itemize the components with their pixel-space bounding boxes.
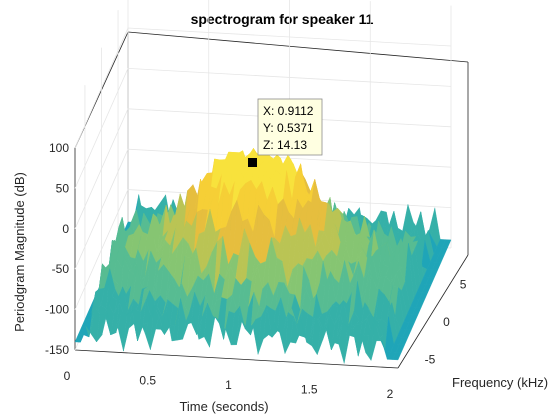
x-tick-label: 1.5 [301, 383, 318, 397]
y-tick-labels: -5 0 5 [425, 278, 467, 367]
x-tick-label: 0 [64, 369, 71, 383]
data-tip-y: Y: 0.5371 [263, 121, 314, 135]
x-tick-label: 2 [387, 387, 394, 401]
y-axis-label: Frequency (kHz) [452, 375, 548, 390]
spectrogram-surface [74, 147, 452, 364]
z-tick-label: 100 [49, 141, 69, 155]
x-tick-label: 0.5 [139, 374, 156, 388]
data-tip-x: X: 0.9112 [263, 104, 314, 118]
data-tip-marker[interactable] [248, 158, 257, 167]
y-tick-label: -5 [425, 353, 436, 367]
z-tick-label: -100 [45, 303, 69, 317]
data-tip[interactable]: X: 0.9112 Y: 0.5371 Z: 14.13 [248, 98, 323, 167]
z-tick-label: -150 [45, 343, 69, 357]
z-tick-label: 0 [62, 222, 69, 236]
x-tick-label: 1 [225, 378, 232, 392]
x-axis-label: Time (seconds) [179, 399, 268, 414]
y-tick-label: 5 [460, 278, 467, 292]
data-tip-z: Z: 14.13 [263, 138, 307, 152]
z-axis-label: Periodgram Magnitude (dB) [12, 172, 27, 332]
z-tick-label: 50 [56, 181, 70, 195]
surface-patch [74, 334, 84, 343]
grid-lines [74, 0, 452, 351]
data-tip-box [257, 98, 323, 156]
x-tick-labels: 0 0.5 1 1.5 2 [64, 369, 394, 401]
z-tick-labels: -150 -100 -50 0 50 100 [45, 141, 69, 357]
z-tick-label: -50 [52, 262, 70, 276]
chart-title: spectrogram for speaker 11 [191, 11, 374, 27]
y-tick-label: 0 [443, 315, 450, 329]
surface-patch [392, 351, 402, 361]
